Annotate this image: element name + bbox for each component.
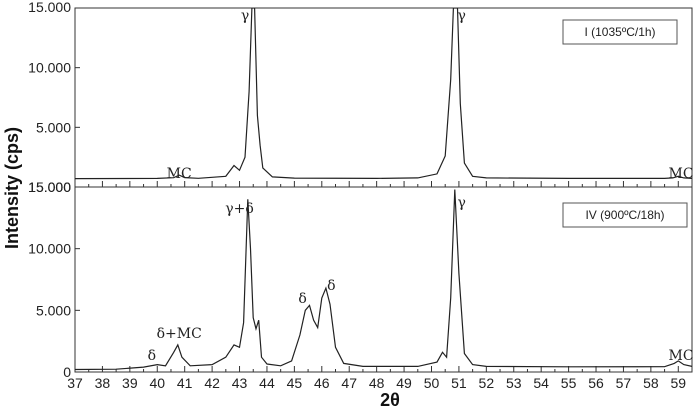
panel-1-legend-box (562, 19, 678, 45)
x-tick-label: 43 (232, 375, 248, 391)
x-tick-label: 39 (122, 375, 138, 391)
x-tick-label: 46 (314, 375, 330, 391)
x-tick-label: 37 (67, 375, 83, 391)
x-tick-label: 56 (588, 375, 604, 391)
panel-2-annotation: δ (327, 278, 335, 294)
panel-2-annotation: δ (148, 348, 156, 364)
x-tick-label: 49 (396, 375, 412, 391)
x-tick-label: 44 (259, 375, 275, 391)
panel-1-legend-label: I (1035ºC/1h) (584, 25, 655, 39)
panel-2-ytick-label: 0 (63, 364, 71, 380)
panel-2-ytick-label: 15.000 (28, 179, 71, 195)
x-tick-label: 54 (533, 375, 549, 391)
panel-1-annotation: γ (241, 8, 249, 24)
panel-2-annotation: γ (457, 195, 465, 211)
panel-1-annotation: MC (669, 166, 694, 182)
x-tick-label: 41 (177, 375, 193, 391)
x-tick-label: 45 (287, 375, 303, 391)
panel-2-annotation: δ (298, 291, 306, 307)
y-axis-title: Intensity (cps) (2, 127, 22, 249)
x-tick-label: 42 (204, 375, 220, 391)
plot-area: 15.000 5.000 10.000 15.000 I (1035ºC/1h) γ γ MC… (28, 0, 693, 391)
x-tick-label: 48 (369, 375, 385, 391)
panel-1-annotation: γ (457, 8, 465, 24)
panel-2-series-1 (75, 189, 692, 371)
panel-2-ytick-label: 10.000 (28, 241, 71, 257)
x-tick-label: 50 (424, 375, 440, 391)
panel-2-annotation: γ+δ (225, 201, 254, 217)
panel-1-series-1 (75, 8, 692, 180)
x-tick-label: 52 (479, 375, 495, 391)
x-tick-label: 40 (149, 375, 165, 391)
x-tick-label: 47 (341, 375, 357, 391)
x-tick-label: 55 (561, 375, 577, 391)
panel-2-legend-label: IV (900ºC/18h) (585, 208, 664, 222)
panel-2-frame (74, 186, 693, 373)
panel-1-ytick-label: 15.000 (28, 0, 71, 15)
x-tick-label: 58 (643, 375, 659, 391)
panel-1-ytick-label: 15.000 (28, 179, 71, 195)
panel-2-annotation: δ+MC (157, 326, 202, 342)
x-tick-label: 53 (506, 375, 522, 391)
panel-2-ytick-label: 5.000 (36, 302, 71, 318)
x-tick-label: 38 (95, 375, 111, 391)
x-axis-title: 2θ (380, 390, 400, 410)
panel-1-ytick-label: 10.000 (28, 60, 71, 76)
x-tick-label: 51 (451, 375, 467, 391)
x-tick-label: 57 (616, 375, 632, 391)
panel-2-legend-box (562, 202, 688, 228)
panel-2-annotation: MC (669, 348, 694, 364)
panel-1-annotation: MC (167, 166, 192, 182)
panel-1-ytick-label: 5.000 (36, 119, 71, 135)
x-tick-label: 59 (670, 375, 686, 391)
